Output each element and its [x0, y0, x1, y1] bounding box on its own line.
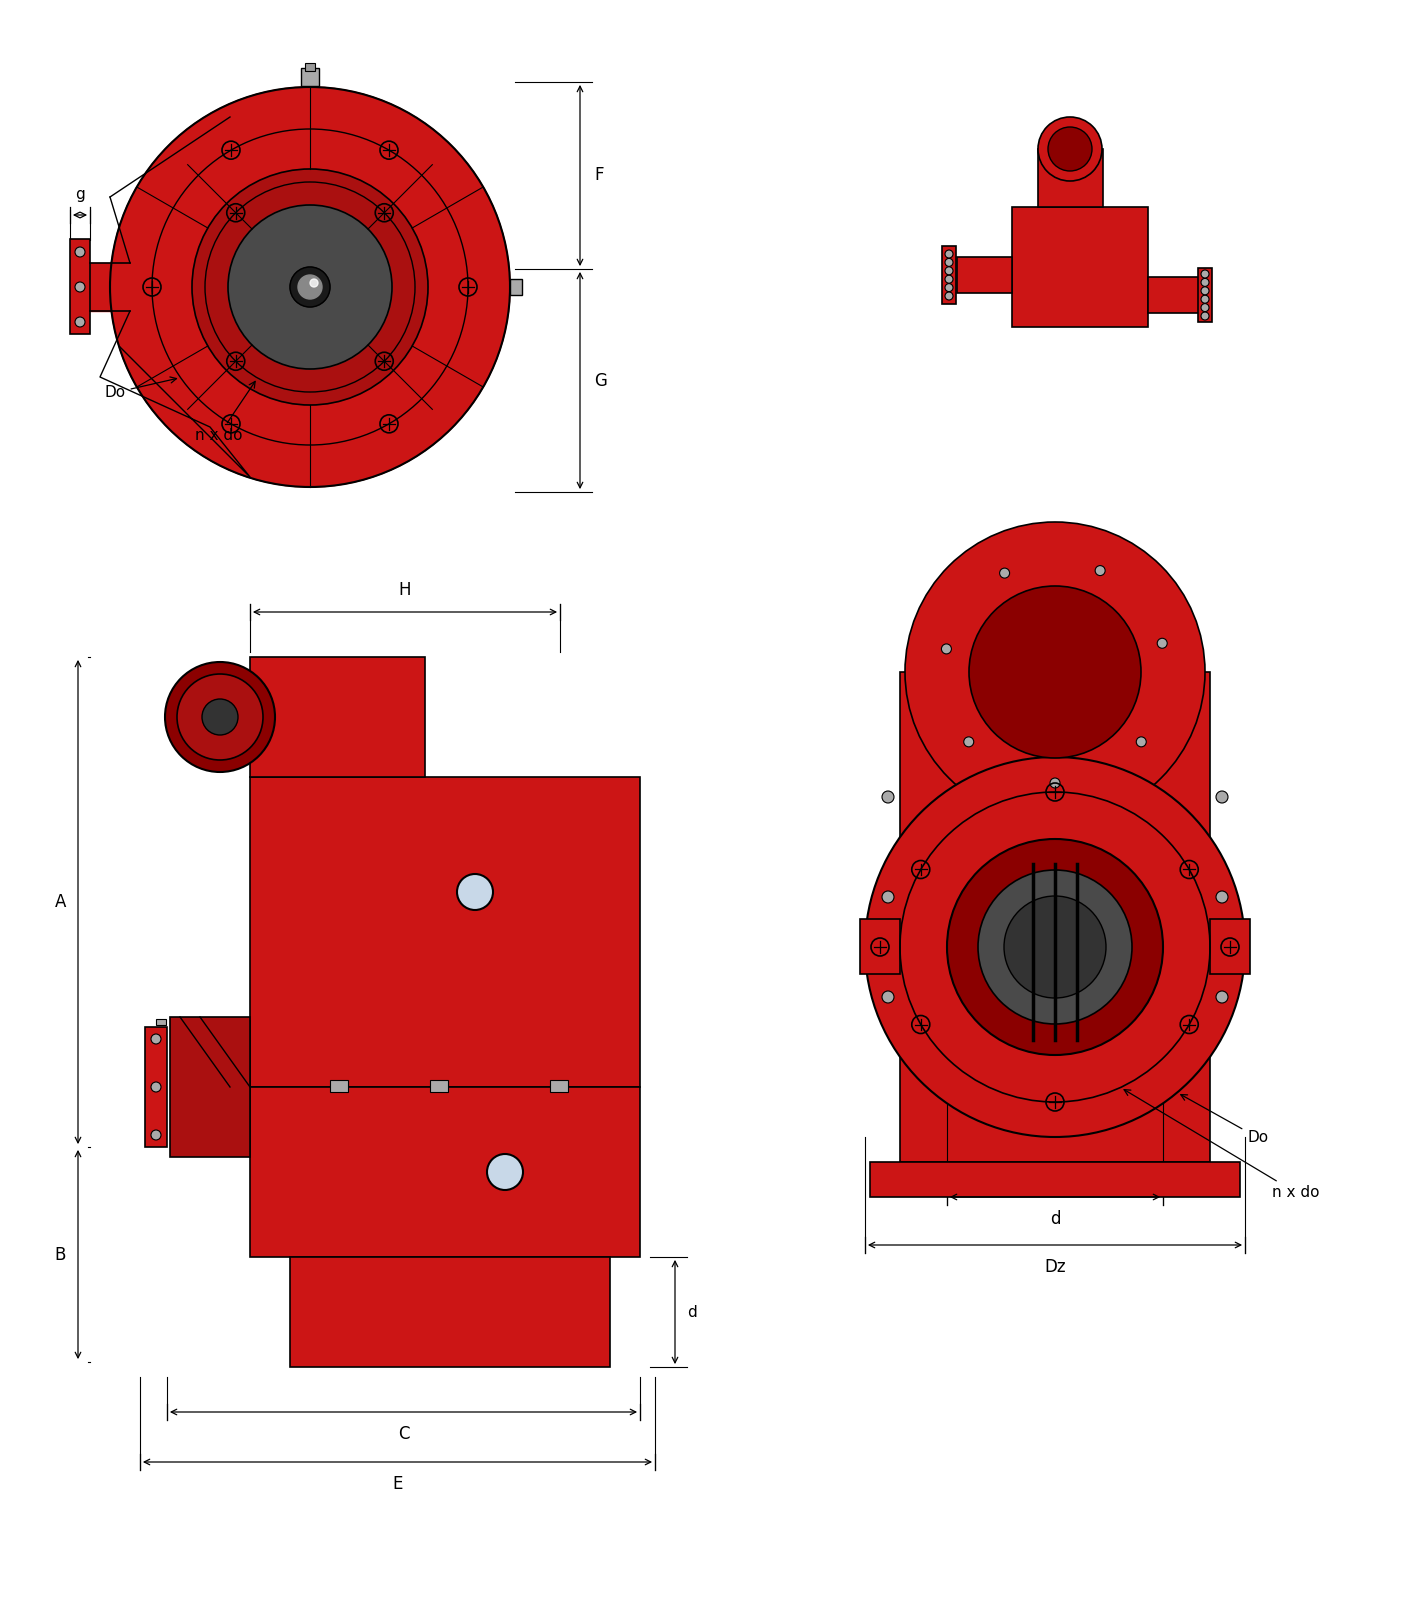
FancyBboxPatch shape [156, 1019, 166, 1025]
Circle shape [1095, 566, 1105, 576]
Text: Do: Do [1181, 1095, 1268, 1145]
Circle shape [944, 251, 953, 259]
Text: g: g [75, 188, 85, 202]
Circle shape [111, 87, 510, 487]
Text: n x do: n x do [196, 382, 255, 443]
Circle shape [150, 1033, 162, 1045]
FancyBboxPatch shape [942, 246, 956, 304]
Circle shape [1201, 286, 1210, 294]
Circle shape [228, 205, 391, 369]
Text: F: F [594, 167, 604, 184]
Circle shape [311, 280, 318, 286]
FancyBboxPatch shape [1012, 207, 1149, 327]
Circle shape [1038, 116, 1102, 181]
FancyBboxPatch shape [145, 1027, 167, 1146]
FancyBboxPatch shape [250, 1087, 640, 1256]
Text: E: E [393, 1475, 403, 1492]
Circle shape [457, 875, 493, 910]
Circle shape [944, 275, 953, 283]
FancyBboxPatch shape [69, 239, 89, 335]
FancyBboxPatch shape [1038, 149, 1103, 207]
Circle shape [1004, 896, 1106, 998]
Circle shape [1000, 568, 1010, 579]
Circle shape [1049, 778, 1061, 787]
FancyBboxPatch shape [305, 63, 315, 71]
FancyBboxPatch shape [1198, 268, 1212, 322]
Circle shape [978, 870, 1132, 1024]
FancyBboxPatch shape [1149, 277, 1200, 314]
Circle shape [1048, 128, 1092, 171]
FancyBboxPatch shape [250, 657, 425, 778]
Circle shape [191, 170, 428, 404]
Text: Do: Do [105, 377, 176, 399]
Circle shape [944, 283, 953, 291]
FancyBboxPatch shape [330, 1080, 347, 1091]
FancyBboxPatch shape [89, 264, 130, 310]
Circle shape [1201, 278, 1210, 286]
Circle shape [75, 281, 85, 293]
Circle shape [1201, 304, 1210, 312]
Circle shape [150, 1082, 162, 1091]
Circle shape [882, 991, 893, 1003]
Text: Dz: Dz [1044, 1258, 1066, 1276]
Circle shape [75, 247, 85, 257]
Circle shape [942, 644, 951, 653]
Circle shape [964, 737, 974, 747]
FancyBboxPatch shape [291, 1256, 610, 1366]
Circle shape [865, 757, 1245, 1137]
Circle shape [944, 259, 953, 267]
FancyBboxPatch shape [430, 1080, 448, 1091]
Circle shape [1157, 639, 1167, 648]
Circle shape [1201, 296, 1210, 304]
Text: n x do: n x do [1124, 1090, 1320, 1200]
Circle shape [905, 522, 1205, 821]
FancyBboxPatch shape [900, 673, 1210, 1163]
Circle shape [1217, 991, 1228, 1003]
Circle shape [882, 891, 893, 902]
Text: d: d [686, 1305, 696, 1319]
Circle shape [882, 791, 893, 804]
Circle shape [298, 275, 322, 299]
Text: B: B [55, 1245, 67, 1263]
Text: H: H [398, 581, 411, 598]
Circle shape [201, 699, 238, 736]
Circle shape [947, 839, 1163, 1054]
Circle shape [1217, 791, 1228, 804]
Text: A: A [55, 893, 67, 910]
Circle shape [486, 1155, 523, 1190]
FancyBboxPatch shape [510, 280, 522, 294]
Circle shape [1201, 270, 1210, 278]
Circle shape [1136, 737, 1146, 747]
Text: C: C [398, 1425, 410, 1442]
Circle shape [291, 267, 330, 307]
FancyBboxPatch shape [170, 1017, 250, 1158]
FancyBboxPatch shape [871, 1163, 1239, 1197]
FancyBboxPatch shape [859, 918, 900, 973]
Text: G: G [594, 372, 607, 390]
Circle shape [968, 585, 1141, 758]
FancyBboxPatch shape [550, 1080, 569, 1091]
Circle shape [944, 267, 953, 275]
Text: d: d [1049, 1210, 1061, 1227]
FancyBboxPatch shape [957, 257, 1012, 293]
Circle shape [1217, 891, 1228, 902]
FancyBboxPatch shape [1210, 918, 1251, 973]
Circle shape [150, 1130, 162, 1140]
FancyBboxPatch shape [250, 778, 640, 1087]
Circle shape [177, 674, 262, 760]
Circle shape [75, 317, 85, 327]
Circle shape [1201, 312, 1210, 320]
Circle shape [164, 661, 275, 771]
Circle shape [944, 293, 953, 301]
FancyBboxPatch shape [301, 68, 319, 86]
